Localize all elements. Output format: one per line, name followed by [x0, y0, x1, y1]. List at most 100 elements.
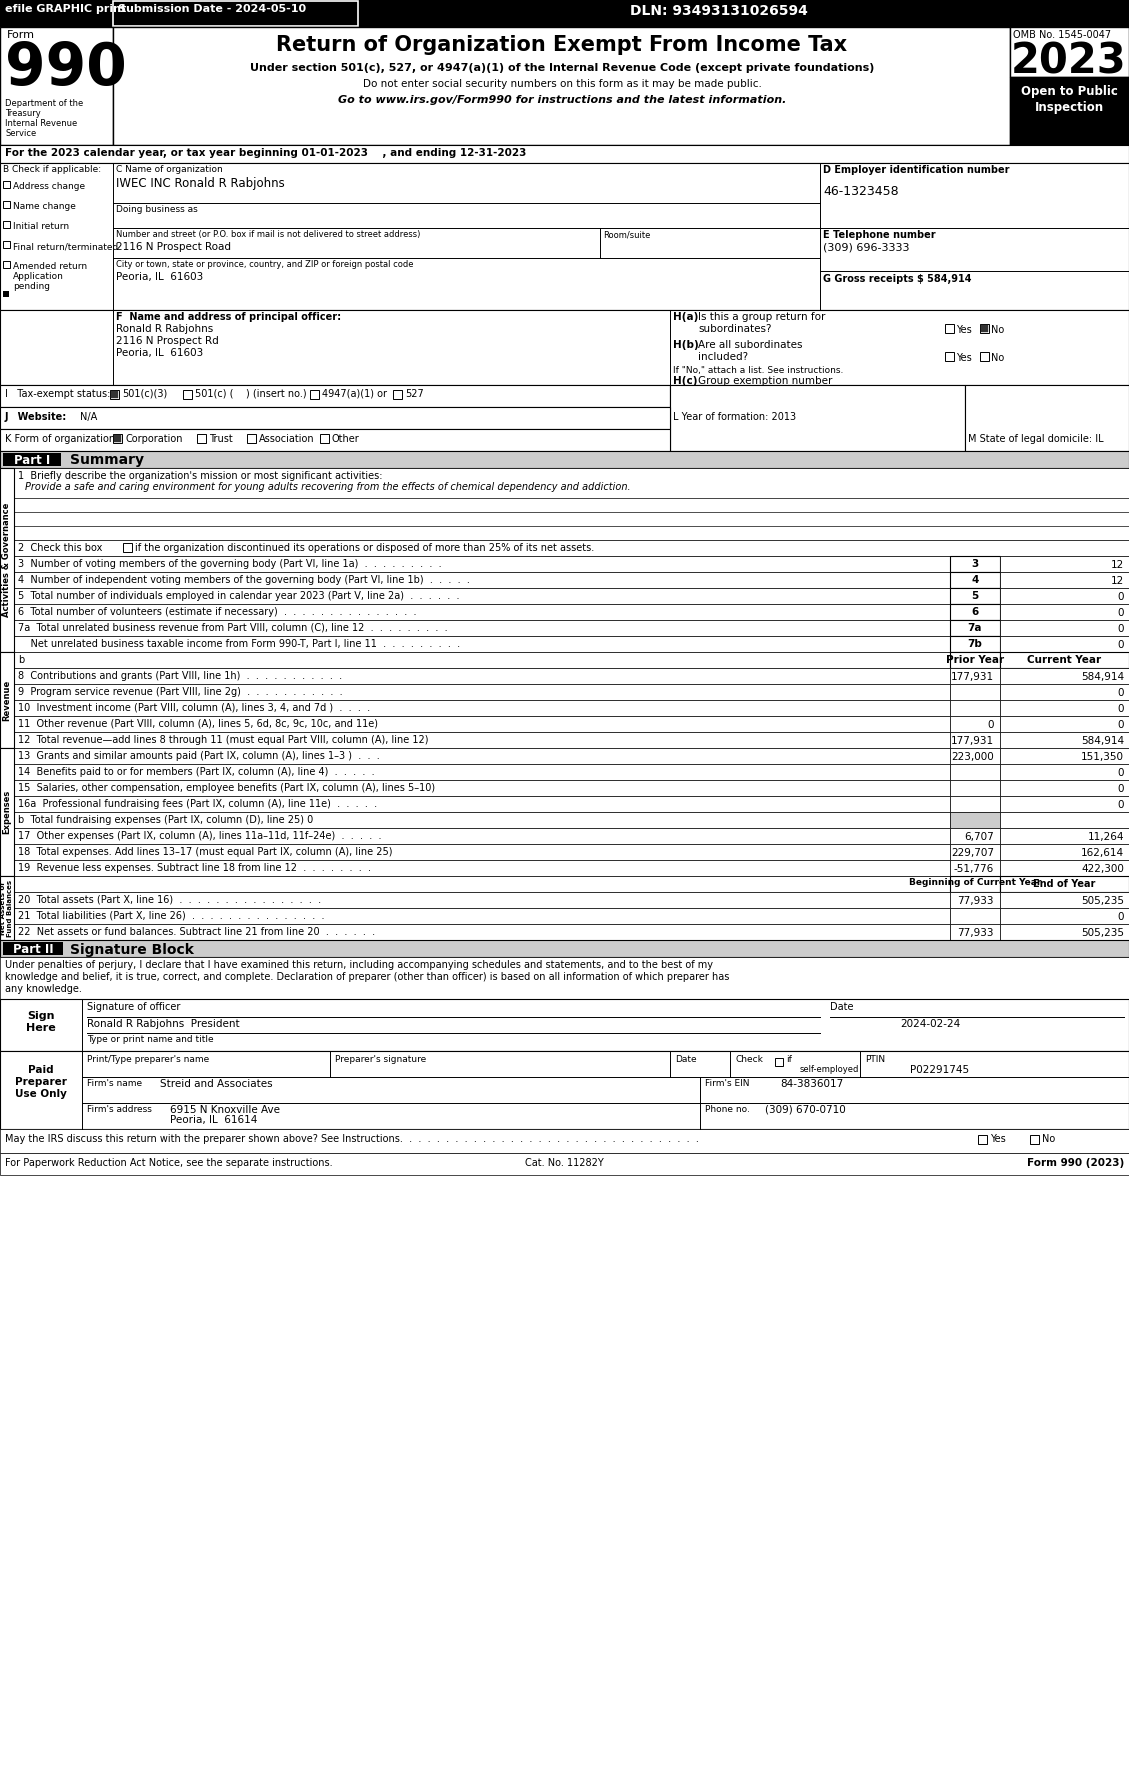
Bar [3, 201, 10, 208]
Bar [111, 390, 119, 397]
Text: Signature of officer: Signature of officer [87, 1001, 181, 1012]
Text: Number and street (or P.O. box if mail is not delivered to street address): Number and street (or P.O. box if mail i… [116, 230, 420, 238]
Bar [949, 636, 1000, 652]
Text: I   Tax-exempt status:: I Tax-exempt status: [5, 389, 111, 399]
Text: 501(c) (    ) (insert no.): 501(c) ( ) (insert no.) [195, 389, 307, 399]
Text: 0: 0 [1118, 800, 1124, 811]
Bar [0, 406, 669, 429]
Bar [949, 828, 1000, 844]
Text: 4  Number of independent voting members of the governing body (Part VI, line 1b): 4 Number of independent voting members o… [18, 576, 470, 585]
Bar [114, 434, 121, 442]
Bar [1000, 812, 1129, 828]
Bar [949, 731, 1000, 749]
Bar [0, 1051, 1129, 1128]
Text: Firm's address: Firm's address [87, 1106, 152, 1114]
Bar [14, 636, 949, 652]
Text: PTIN: PTIN [865, 1054, 885, 1063]
Text: Peoria, IL  61603: Peoria, IL 61603 [116, 348, 203, 358]
Text: 10  Investment income (Part VIII, column (A), lines 3, 4, and 7d )  .  .  .  .: 10 Investment income (Part VIII, column … [18, 703, 370, 713]
Text: Under section 501(c), 527, or 4947(a)(1) of the Internal Revenue Code (except pr: Under section 501(c), 527, or 4947(a)(1)… [250, 64, 874, 72]
Text: Here: Here [26, 1023, 55, 1033]
Bar [0, 0, 1129, 26]
Bar [0, 468, 14, 652]
Text: N/A: N/A [80, 411, 97, 422]
Text: Room/suite: Room/suite [603, 230, 650, 238]
Text: K Form of organization:: K Form of organization: [5, 434, 119, 443]
Text: 0: 0 [1118, 639, 1124, 650]
Text: Part I: Part I [14, 454, 50, 466]
Bar [0, 1153, 1129, 1174]
Bar [1000, 876, 1129, 892]
Bar [1000, 668, 1129, 683]
Text: Ronald R Rabjohns  President: Ronald R Rabjohns President [87, 1019, 239, 1030]
Bar [1010, 26, 1129, 78]
Bar [945, 323, 954, 334]
Text: L Year of formation: 2013: L Year of formation: 2013 [673, 411, 796, 422]
Bar [14, 588, 949, 604]
Bar [949, 796, 1000, 812]
Bar [949, 892, 1000, 908]
Bar [247, 434, 256, 443]
Bar [0, 957, 1129, 1000]
Bar [14, 924, 949, 940]
Text: 3  Number of voting members of the governing body (Part VI, line 1a)  .  .  .  .: 3 Number of voting members of the govern… [18, 560, 441, 569]
Text: (309) 696-3333: (309) 696-3333 [823, 242, 910, 253]
Text: Phone no.: Phone no. [704, 1106, 750, 1114]
Bar [949, 908, 1000, 924]
Bar [949, 876, 1000, 892]
Bar [3, 454, 61, 466]
Bar [1000, 588, 1129, 604]
Bar [0, 749, 14, 876]
Bar [14, 556, 949, 572]
Bar [1000, 636, 1129, 652]
Text: 18  Total expenses. Add lines 13–17 (must equal Part IX, column (A), line 25): 18 Total expenses. Add lines 13–17 (must… [18, 848, 393, 857]
Bar [949, 765, 1000, 781]
Bar [3, 180, 10, 187]
Text: 527: 527 [405, 389, 423, 399]
Text: 4: 4 [971, 576, 979, 585]
Text: 14  Benefits paid to or for members (Part IX, column (A), line 4)  .  .  .  .  .: 14 Benefits paid to or for members (Part… [18, 766, 375, 777]
Text: Open to Public: Open to Public [1021, 85, 1118, 97]
Bar [0, 526, 1129, 540]
Text: Under penalties of perjury, I declare that I have examined this return, includin: Under penalties of perjury, I declare th… [5, 961, 714, 970]
Bar [3, 261, 10, 268]
Text: If "No," attach a list. See instructions.: If "No," attach a list. See instructions… [673, 366, 843, 374]
Bar [949, 749, 1000, 765]
Bar [1000, 699, 1129, 715]
Text: subordinates?: subordinates? [698, 323, 771, 334]
Bar [14, 749, 949, 765]
Text: Are all subordinates: Are all subordinates [698, 341, 803, 350]
Bar [949, 572, 1000, 588]
Bar [14, 604, 949, 620]
Bar [1030, 1136, 1039, 1144]
Bar [965, 385, 1129, 450]
Text: Inspection: Inspection [1034, 101, 1103, 115]
Bar [0, 498, 1129, 512]
Bar [1000, 715, 1129, 731]
Text: 46-1323458: 46-1323458 [823, 185, 899, 198]
Bar [0, 652, 14, 749]
Bar [110, 390, 119, 399]
Text: 162,614: 162,614 [1080, 848, 1124, 858]
Bar [320, 434, 329, 443]
Bar [949, 715, 1000, 731]
Bar [14, 668, 949, 683]
Text: 17  Other expenses (Part IX, column (A), lines 11a–11d, 11f–24e)  .  .  .  .  .: 17 Other expenses (Part IX, column (A), … [18, 832, 382, 841]
Bar [393, 390, 402, 399]
Text: Internal Revenue: Internal Revenue [5, 118, 77, 127]
Text: OMB No. 1545-0047: OMB No. 1545-0047 [1013, 30, 1111, 41]
Bar [0, 876, 14, 892]
Text: Print/Type preparer's name: Print/Type preparer's name [87, 1054, 209, 1063]
Bar [113, 26, 1010, 145]
Text: 223,000: 223,000 [952, 752, 994, 761]
Bar [196, 434, 205, 443]
Bar [774, 1058, 784, 1067]
Text: self-employed: self-employed [800, 1065, 859, 1074]
Text: included?: included? [698, 351, 749, 362]
Bar [0, 145, 1129, 162]
Text: 9  Program service revenue (Part VIII, line 2g)  .  .  .  .  .  .  .  .  .  .  .: 9 Program service revenue (Part VIII, li… [18, 687, 342, 698]
Text: 501(c)(3): 501(c)(3) [122, 389, 167, 399]
Text: 0: 0 [1118, 911, 1124, 922]
Text: b: b [18, 655, 24, 666]
Text: 21  Total liabilities (Part X, line 26)  .  .  .  .  .  .  .  .  .  .  .  .  .  : 21 Total liabilities (Part X, line 26) .… [18, 911, 324, 922]
